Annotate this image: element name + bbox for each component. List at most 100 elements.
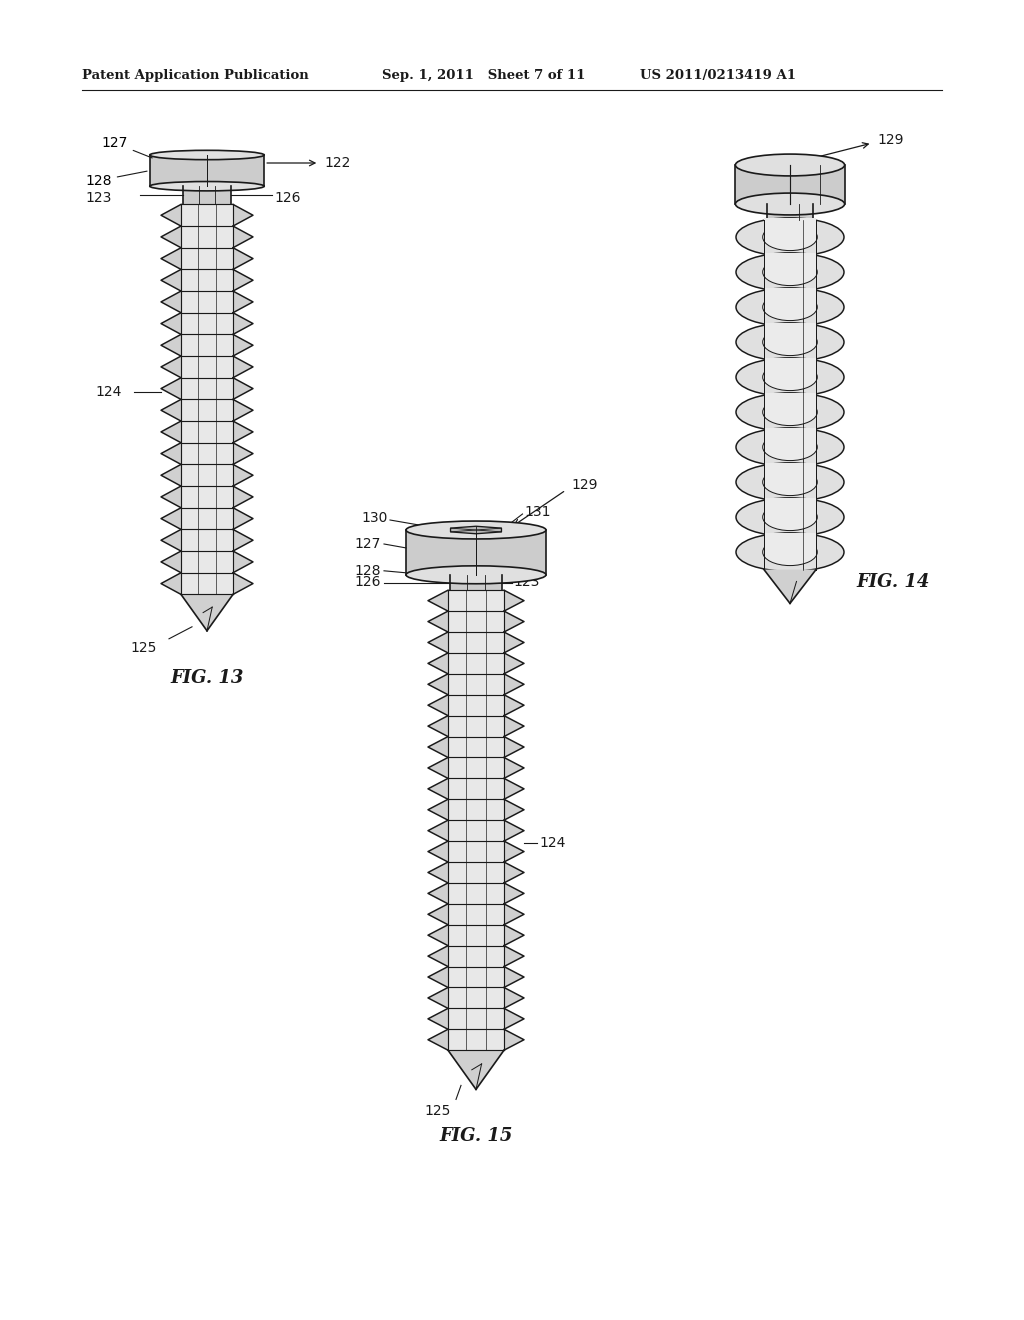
Polygon shape [428, 841, 449, 862]
Ellipse shape [763, 223, 817, 251]
Bar [764, 323, 816, 342]
Text: 123: 123 [85, 191, 112, 206]
Polygon shape [161, 442, 181, 465]
Ellipse shape [406, 566, 546, 583]
Polygon shape [161, 292, 181, 313]
Polygon shape [428, 779, 449, 800]
Polygon shape [428, 694, 449, 715]
Polygon shape [504, 1030, 524, 1051]
Polygon shape [428, 737, 449, 758]
Ellipse shape [736, 358, 844, 396]
Text: 126: 126 [274, 191, 301, 206]
Bar [406, 531, 546, 574]
Bar [764, 463, 816, 482]
Text: 129: 129 [571, 478, 597, 492]
Text: FIG. 13: FIG. 13 [170, 669, 244, 686]
Polygon shape [161, 508, 181, 529]
Polygon shape [233, 529, 253, 550]
Ellipse shape [763, 363, 817, 391]
Polygon shape [161, 226, 181, 248]
Polygon shape [428, 987, 449, 1008]
Polygon shape [233, 550, 253, 573]
Ellipse shape [736, 218, 844, 256]
Ellipse shape [763, 329, 817, 355]
Polygon shape [428, 673, 449, 694]
Text: 124: 124 [95, 384, 122, 399]
Polygon shape [428, 632, 449, 653]
Ellipse shape [735, 154, 845, 176]
Polygon shape [233, 378, 253, 400]
Polygon shape [428, 653, 449, 673]
Bar [764, 533, 816, 552]
Bar [150, 154, 264, 186]
Polygon shape [504, 737, 524, 758]
Polygon shape [161, 248, 181, 269]
Polygon shape [428, 904, 449, 925]
Text: 126: 126 [354, 576, 381, 590]
Polygon shape [504, 987, 524, 1008]
Polygon shape [428, 715, 449, 737]
Ellipse shape [763, 504, 817, 531]
Polygon shape [764, 570, 816, 603]
Polygon shape [428, 611, 449, 632]
Text: 125: 125 [131, 640, 157, 655]
Polygon shape [233, 269, 253, 292]
Text: FIG. 14: FIG. 14 [857, 573, 930, 591]
Text: 124: 124 [539, 836, 565, 850]
Text: 127: 127 [354, 537, 381, 550]
Text: 128: 128 [85, 172, 147, 187]
Text: Sep. 1, 2011   Sheet 7 of 11: Sep. 1, 2011 Sheet 7 of 11 [382, 69, 586, 82]
Bar [764, 288, 816, 308]
Bar [764, 218, 816, 238]
Polygon shape [428, 1030, 449, 1051]
Bar [764, 393, 816, 412]
Polygon shape [233, 442, 253, 465]
Polygon shape [504, 758, 524, 779]
Text: 122: 122 [325, 156, 350, 170]
Ellipse shape [150, 182, 264, 191]
Bar [764, 428, 816, 447]
Text: US 2011/0213419 A1: US 2011/0213419 A1 [640, 69, 796, 82]
Ellipse shape [150, 150, 264, 160]
Text: 131: 131 [524, 506, 551, 519]
Polygon shape [449, 1051, 504, 1089]
Polygon shape [451, 527, 502, 533]
Polygon shape [161, 269, 181, 292]
Bar [183, 186, 231, 205]
Polygon shape [161, 356, 181, 378]
Polygon shape [504, 715, 524, 737]
Polygon shape [504, 862, 524, 883]
Polygon shape [233, 356, 253, 378]
Polygon shape [181, 594, 233, 631]
Polygon shape [161, 421, 181, 442]
Polygon shape [233, 334, 253, 356]
Ellipse shape [736, 288, 844, 326]
Polygon shape [504, 632, 524, 653]
Polygon shape [233, 248, 253, 269]
Bar [764, 358, 816, 378]
Polygon shape [233, 226, 253, 248]
Ellipse shape [406, 521, 546, 539]
Polygon shape [233, 486, 253, 508]
Polygon shape [504, 925, 524, 945]
Polygon shape [161, 486, 181, 508]
Polygon shape [161, 550, 181, 573]
Ellipse shape [763, 469, 817, 495]
Bar [764, 219, 816, 570]
Polygon shape [161, 334, 181, 356]
Bar [451, 574, 502, 590]
Ellipse shape [736, 533, 844, 572]
Polygon shape [161, 573, 181, 594]
Polygon shape [428, 590, 449, 611]
Polygon shape [428, 758, 449, 779]
Polygon shape [233, 421, 253, 442]
Ellipse shape [736, 253, 844, 292]
Polygon shape [504, 590, 524, 611]
Ellipse shape [763, 434, 817, 461]
Ellipse shape [763, 539, 817, 565]
Text: 125: 125 [425, 1105, 451, 1118]
Polygon shape [504, 611, 524, 632]
Ellipse shape [763, 399, 817, 425]
Ellipse shape [763, 293, 817, 321]
Polygon shape [428, 945, 449, 966]
